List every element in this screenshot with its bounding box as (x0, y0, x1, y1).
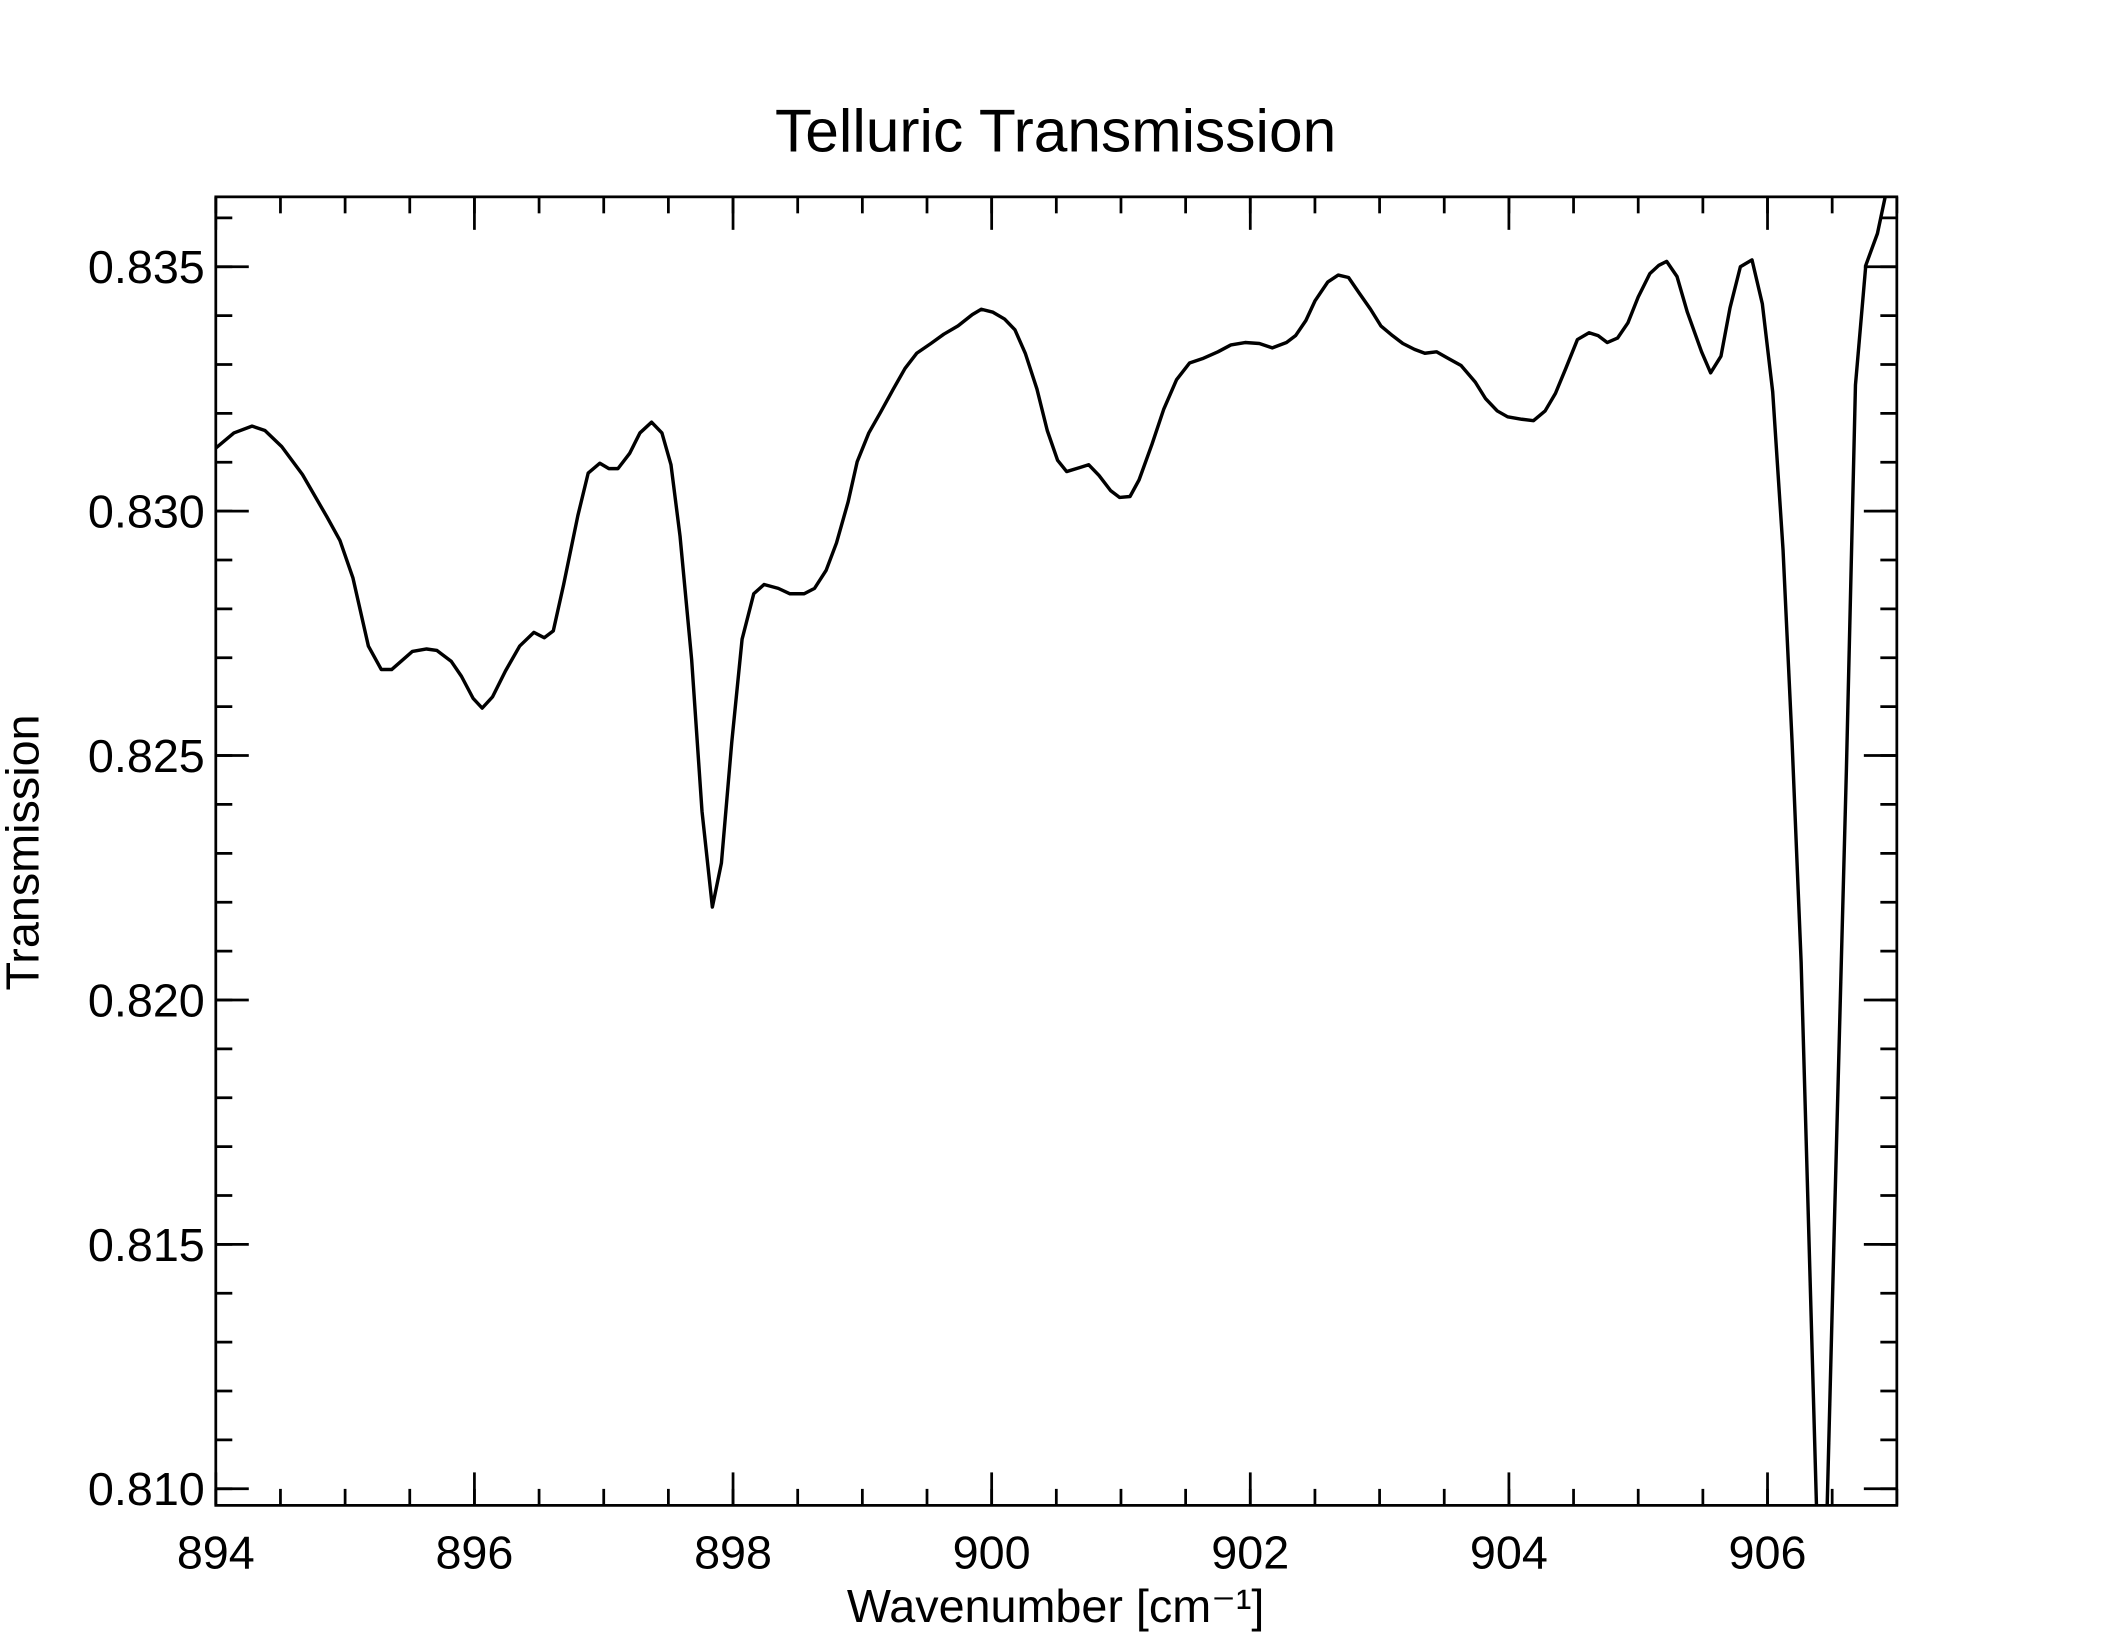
y-tick-label: 0.810 (88, 1463, 205, 1515)
y-tick-label: 0.820 (88, 974, 205, 1026)
y-tick-label: 0.830 (88, 486, 205, 538)
x-tick-label: 906 (1729, 1527, 1807, 1579)
x-tick-label: 898 (694, 1527, 772, 1579)
x-tick-label: 894 (177, 1527, 255, 1579)
plot-frame (214, 195, 1899, 1507)
data-line (215, 196, 1887, 1506)
x-tick-label: 900 (953, 1527, 1031, 1579)
chart-title: Telluric Transmission (775, 96, 1336, 164)
y-tick-label: 0.815 (88, 1219, 205, 1271)
x-tick-label: 904 (1470, 1527, 1548, 1579)
x-axis-label: Wavenumber [cm⁻¹] (847, 1580, 1265, 1632)
y-axis-label: Transmission (0, 714, 48, 990)
x-tick-label: 902 (1211, 1527, 1289, 1579)
y-tick-label: 0.835 (88, 241, 205, 293)
x-tick-label: 896 (435, 1527, 513, 1579)
y-tick-label: 0.825 (88, 730, 205, 782)
